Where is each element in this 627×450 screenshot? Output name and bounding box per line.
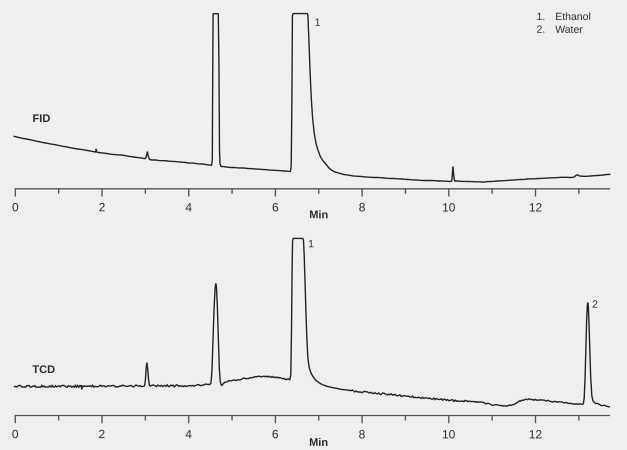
svg-text:FID: FID [33,113,51,125]
svg-text:1.: 1. [537,11,546,23]
svg-text:TCD: TCD [32,364,55,376]
svg-text:12: 12 [529,427,543,441]
svg-text:4: 4 [185,427,192,441]
svg-text:2: 2 [99,427,106,441]
svg-text:2: 2 [99,200,106,214]
svg-text:1: 1 [308,238,314,250]
svg-text:6: 6 [272,200,279,214]
svg-text:0: 0 [12,200,19,214]
svg-text:1: 1 [315,17,321,29]
svg-text:8: 8 [359,200,366,214]
svg-text:10: 10 [442,427,456,441]
svg-text:10: 10 [442,200,456,214]
svg-text:Ethanol: Ethanol [555,11,591,23]
svg-text:6: 6 [272,427,279,441]
svg-text:12: 12 [529,201,543,215]
svg-text:0: 0 [12,427,19,441]
svg-text:4: 4 [185,200,192,214]
svg-text:2.: 2. [536,24,545,36]
svg-text:Water: Water [555,24,583,36]
svg-text:Min: Min [309,437,328,449]
svg-text:8: 8 [359,427,366,441]
svg-text:2: 2 [592,299,598,311]
svg-text:Min: Min [309,209,328,221]
